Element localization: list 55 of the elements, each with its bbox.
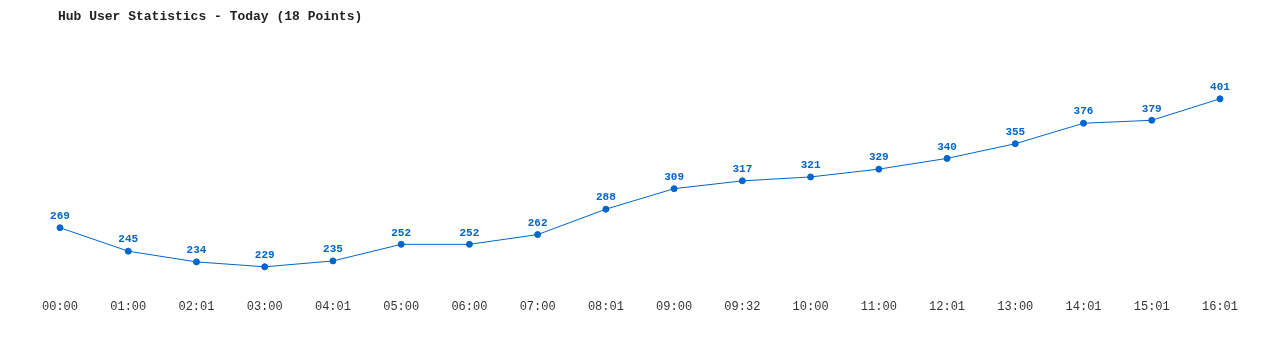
data-label: 252 <box>391 226 412 239</box>
point <box>1148 116 1156 124</box>
point <box>875 165 883 173</box>
data-label: 269 <box>50 210 70 222</box>
point <box>602 205 610 213</box>
x-tick-label: 01:00 <box>110 299 147 314</box>
x-tick-label: 07:00 <box>519 299 556 314</box>
point <box>1011 140 1019 148</box>
x-tick-label: 09:32 <box>724 299 761 314</box>
chart-title: Hub User Statistics - Today (18 Points) <box>58 9 363 24</box>
data-label: 262 <box>527 216 548 229</box>
data-label: 252 <box>459 226 480 239</box>
data-label: 235 <box>323 243 344 256</box>
point <box>465 240 473 248</box>
data-label: 234 <box>186 244 207 257</box>
point <box>534 231 542 239</box>
x-tick-label: 11:00 <box>860 299 897 314</box>
x-tick-label: 13:00 <box>997 299 1034 314</box>
point <box>192 258 200 266</box>
point <box>397 240 405 248</box>
x-tick-label: 05:00 <box>383 299 420 314</box>
x-tick-label: 04:01 <box>314 299 351 314</box>
data-label: 309 <box>664 170 685 183</box>
x-tick-label: 06:00 <box>451 299 488 314</box>
x-tick-label: 00:00 <box>41 299 79 314</box>
point <box>329 257 337 265</box>
x-tick-label: 09:00 <box>656 299 693 314</box>
point <box>261 263 269 271</box>
point <box>943 154 951 162</box>
data-label: 355 <box>1005 126 1026 138</box>
data-label: 321 <box>800 159 821 172</box>
data-label: 329 <box>868 151 889 164</box>
point <box>56 224 64 232</box>
point <box>1080 119 1088 127</box>
data-label: 245 <box>118 233 139 246</box>
point <box>1216 95 1224 103</box>
x-tick-label: 16:01 <box>1201 299 1239 314</box>
x-tick-label: 08:01 <box>587 299 624 314</box>
point <box>738 177 746 185</box>
data-label: 229 <box>254 249 275 262</box>
data-label: 379 <box>1141 102 1162 115</box>
x-tick-label: 03:00 <box>246 299 283 314</box>
data-label: 401 <box>1210 81 1231 94</box>
data-label: 376 <box>1073 105 1094 118</box>
x-tick-label: 15:01 <box>1133 299 1170 314</box>
x-tick-label: 12:01 <box>929 299 966 314</box>
x-tick-label: 02:01 <box>178 299 215 314</box>
x-tick-label: 10:00 <box>792 299 829 314</box>
data-label: 288 <box>595 191 617 204</box>
data-label: 317 <box>732 163 753 176</box>
point <box>670 185 678 193</box>
point <box>124 247 132 255</box>
x-tick-label: 14:01 <box>1065 299 1102 314</box>
data-label: 340 <box>937 140 957 153</box>
point <box>807 173 815 181</box>
